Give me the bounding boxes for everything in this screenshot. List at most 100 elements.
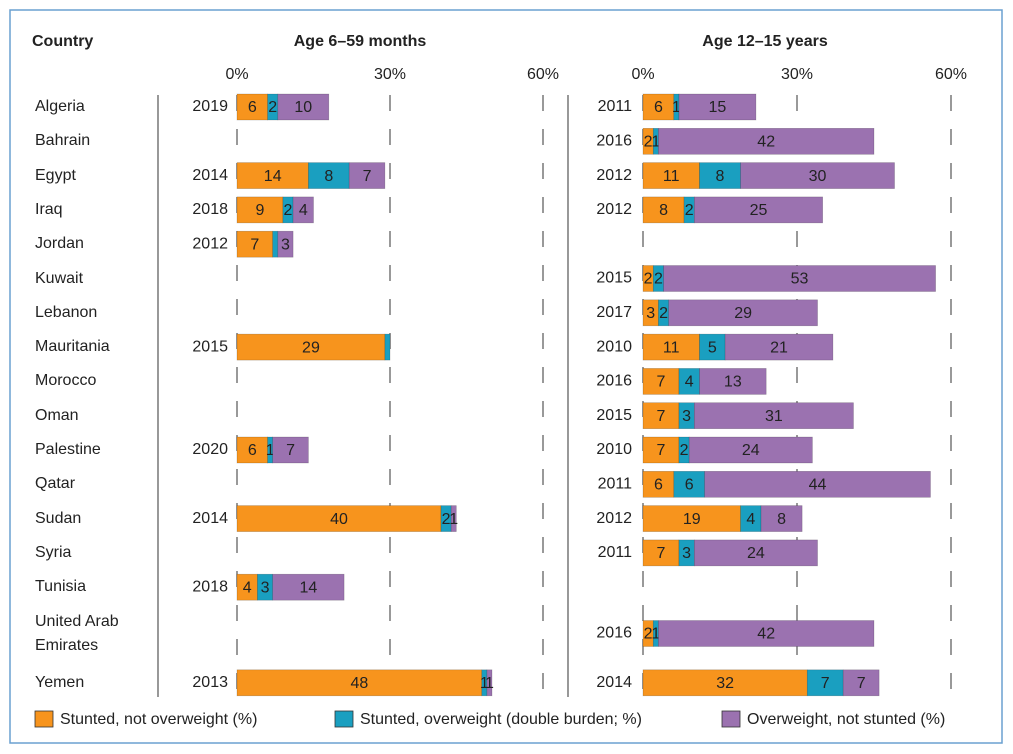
- bar-segment: [257, 573, 273, 601]
- category-label: Algeria: [35, 98, 85, 115]
- year-label: 2018: [192, 578, 228, 595]
- year-label: 2011: [598, 544, 633, 561]
- year-label: 2012: [596, 510, 632, 527]
- year-label: 2010: [596, 441, 632, 458]
- bar-segment: [236, 436, 268, 464]
- bar-segment: [678, 93, 757, 121]
- year-label: 2014: [192, 167, 228, 184]
- value-label: 9: [255, 202, 264, 219]
- legend-label: Stunted, overweight (double burden; %): [360, 711, 642, 728]
- year-label: 2017: [596, 304, 632, 321]
- value-label: 6: [248, 99, 257, 116]
- bar-segment: [699, 368, 767, 395]
- category-label: Sudan: [35, 509, 82, 527]
- category-label: Tunisia: [35, 578, 86, 596]
- year-label: 2015: [596, 270, 632, 287]
- value-label: 31: [765, 408, 783, 425]
- year-label: 2012: [192, 235, 228, 252]
- bar-segment: [236, 230, 274, 258]
- category-label: Jordan: [35, 235, 84, 253]
- year-label: 2018: [192, 201, 228, 218]
- value-label: 4: [746, 511, 755, 528]
- bar-segment: [642, 539, 680, 567]
- value-label: 8: [716, 168, 725, 185]
- value-label: 7: [286, 442, 295, 459]
- bar-segment: [642, 93, 675, 121]
- value-label: 7: [657, 442, 666, 459]
- value-label: 6: [654, 99, 663, 116]
- x-tick-label: 0%: [225, 66, 248, 83]
- year-label: 2014: [596, 674, 632, 691]
- bar-segment: [236, 93, 268, 121]
- value-label: 2: [268, 99, 277, 116]
- value-label: 3: [261, 579, 270, 596]
- category-label: Mauritania: [35, 338, 110, 356]
- bar-segment: [642, 162, 700, 189]
- panel-title: Age 12–15 years: [702, 33, 828, 50]
- bar-segment: [724, 333, 834, 361]
- bar-segment: [642, 470, 675, 498]
- bar-segment: [694, 196, 823, 224]
- value-label: 13: [724, 374, 742, 391]
- category-label: Iraq: [35, 200, 63, 218]
- category-label: Morocco: [35, 372, 97, 390]
- category-label: Qatar: [35, 475, 76, 493]
- year-label: 2016: [596, 373, 632, 390]
- value-label: 25: [750, 202, 768, 219]
- value-label: 14: [300, 579, 318, 596]
- value-label: 2: [644, 626, 653, 643]
- bar-segment: [658, 620, 875, 647]
- frame: [9, 9, 1003, 744]
- bar-segment: [740, 162, 895, 189]
- bar-segment: [642, 333, 700, 361]
- value-label: 24: [742, 442, 760, 459]
- value-label: 7: [657, 374, 666, 391]
- bar-segment: [277, 93, 330, 121]
- bar-segment: [236, 196, 284, 224]
- bar-segment: [272, 436, 309, 464]
- value-label: 10: [294, 99, 312, 116]
- bar-segment: [688, 436, 813, 464]
- bar-segment: [308, 162, 350, 189]
- bar-segment: [658, 128, 875, 155]
- bar-segment: [348, 162, 386, 189]
- year-label: 2011: [598, 476, 633, 493]
- year-label: 2019: [192, 98, 228, 115]
- bar-segment: [272, 230, 279, 258]
- category-label: Bahrain: [35, 132, 91, 150]
- category-header: Country: [32, 33, 93, 50]
- value-label: 6: [685, 477, 694, 494]
- category-label: United Arab Emirates: [35, 612, 119, 654]
- value-label: 1: [651, 626, 660, 643]
- value-label: 42: [757, 626, 775, 643]
- bar-segment: [842, 669, 880, 697]
- value-label: 4: [243, 579, 252, 596]
- x-tick-label: 60%: [527, 66, 559, 83]
- bar-segment: [699, 333, 726, 361]
- legend-label: Overweight, not stunted (%): [747, 711, 945, 728]
- bar-segment: [642, 505, 741, 532]
- value-label: 2: [442, 511, 451, 528]
- legend-swatch: [721, 710, 741, 728]
- bar-segment: [699, 162, 741, 189]
- value-label: 1: [672, 99, 681, 116]
- value-label: 29: [734, 305, 752, 322]
- bar-segment: [272, 573, 345, 601]
- year-label: 2013: [192, 674, 228, 691]
- value-label: 2: [284, 202, 293, 219]
- year-label: 2014: [192, 510, 228, 527]
- panel-title: Age 6–59 months: [294, 33, 427, 50]
- x-tick-label: 60%: [935, 66, 967, 83]
- value-label: 1: [485, 675, 494, 692]
- bar-segment: [806, 669, 844, 697]
- category-label: Lebanon: [35, 303, 98, 321]
- category-label: Yemen: [35, 673, 85, 691]
- value-label: 3: [682, 545, 691, 562]
- value-label: 4: [299, 202, 308, 219]
- bar-segment: [277, 230, 294, 258]
- value-label: 32: [716, 675, 734, 692]
- category-label: Egypt: [35, 166, 76, 184]
- bar-segment: [384, 333, 391, 361]
